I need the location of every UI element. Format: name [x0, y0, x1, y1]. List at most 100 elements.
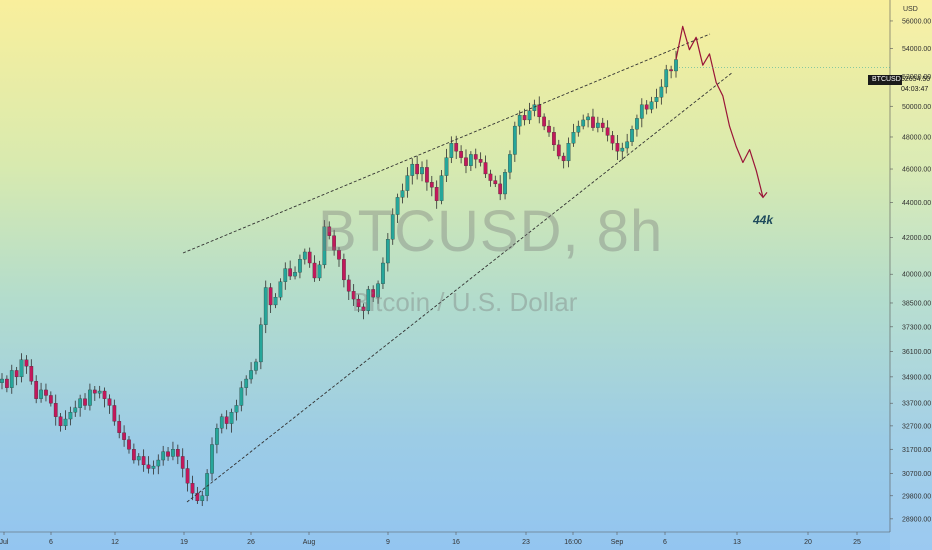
bar-countdown: 04:03:47 — [901, 86, 929, 93]
candle-bearish — [498, 183, 503, 195]
candle-bearish — [361, 306, 366, 311]
candle-bearish — [107, 398, 112, 406]
candle-bearish — [351, 291, 356, 300]
candle-bullish — [278, 281, 283, 298]
candle-bearish — [132, 449, 136, 461]
candle-bullish — [244, 378, 249, 388]
lower-trendline — [186, 71, 734, 503]
candle-bullish — [405, 175, 410, 191]
time-tick-label: 20 — [804, 539, 812, 546]
candle-bearish — [268, 287, 273, 306]
candle-bearish — [312, 262, 317, 279]
candle-bearish — [429, 182, 434, 188]
candle-bullish — [508, 154, 512, 173]
candle-bullish — [263, 287, 268, 325]
candle-bearish — [58, 416, 63, 427]
price-tick-label: 46000.00 — [902, 167, 931, 174]
candle-bullish — [9, 370, 14, 388]
candle-bearish — [44, 389, 48, 396]
upper-trendline — [182, 33, 711, 254]
time-tick-label: 13 — [733, 539, 741, 546]
candle-bearish — [522, 115, 527, 121]
candle-bearish — [190, 483, 195, 494]
candle-bullish — [0, 378, 4, 383]
price-tick-label: 36100.00 — [902, 349, 931, 356]
time-tick-label: 25 — [853, 539, 861, 546]
price-tick-label: 48000.00 — [902, 134, 931, 141]
target-annotation: 44k — [753, 213, 774, 227]
candle-bearish — [669, 69, 673, 72]
time-tick-label: 6 — [49, 539, 53, 546]
candle-bullish — [88, 389, 92, 406]
time-tick-label: 16 — [452, 539, 460, 546]
candle-bearish — [48, 395, 53, 404]
price-tick-label: 33700.00 — [902, 401, 931, 408]
candle-bullish — [503, 172, 507, 195]
candle-bullish — [381, 262, 385, 284]
candle-bullish — [258, 324, 263, 363]
symbol-price-badge — [868, 75, 902, 85]
candle-bullish — [595, 122, 600, 128]
candle-bullish — [410, 163, 415, 176]
candle-bearish — [180, 456, 185, 469]
candle-bullish — [635, 118, 639, 130]
candle-bullish — [161, 451, 166, 461]
candle-bearish — [337, 249, 341, 260]
price-tick-label: 29800.00 — [902, 493, 931, 500]
candle-bullish — [39, 389, 43, 399]
candle-bullish — [151, 465, 156, 469]
candle-bullish — [215, 428, 219, 445]
candle-bullish — [469, 154, 473, 166]
candle-bullish — [293, 272, 297, 277]
candle-bullish — [566, 143, 571, 162]
candle-bullish — [649, 101, 654, 110]
candle-bullish — [444, 157, 449, 176]
candle-bearish — [288, 268, 293, 277]
candle-bearish — [34, 381, 39, 399]
candle-bearish — [473, 154, 478, 160]
candle-bullish — [527, 110, 532, 121]
candle-bearish — [112, 405, 117, 422]
candle-bearish — [342, 259, 346, 281]
candle-bullish — [78, 398, 83, 408]
candle-bearish — [327, 226, 332, 236]
time-tick-label: 26 — [247, 539, 255, 546]
candle-bullish — [239, 387, 244, 406]
candle-bearish — [24, 359, 29, 367]
price-tick-label: 30700.00 — [902, 471, 931, 478]
time-tick-label: 6 — [663, 539, 667, 546]
candle-bearish — [122, 432, 126, 440]
projection-path — [675, 25, 764, 198]
candle-bearish — [29, 366, 34, 382]
candle-bearish — [92, 389, 97, 394]
candle-bearish — [141, 456, 146, 466]
candle-bearish — [547, 125, 551, 133]
candle-bearish — [166, 451, 170, 457]
candle-bullish — [400, 190, 405, 198]
candle-bearish — [483, 162, 488, 175]
candle-bullish — [664, 69, 669, 88]
candle-bullish — [68, 412, 73, 420]
candle-bullish — [63, 418, 68, 427]
time-tick-label: 9 — [386, 539, 390, 546]
price-tick-label: 31700.00 — [902, 447, 931, 454]
candle-bullish — [205, 473, 209, 496]
candle-bullish — [517, 115, 522, 127]
candle-bullish — [576, 125, 581, 133]
symbol-label: BTCUSD — [872, 76, 901, 83]
time-tick-label: 12 — [111, 539, 119, 546]
candle-bullish — [385, 239, 390, 264]
candle-bullish — [234, 405, 239, 413]
candle-bullish — [625, 141, 630, 149]
candle-bearish — [459, 151, 463, 158]
candle-bearish — [332, 235, 336, 251]
projection-arrowhead — [758, 191, 768, 199]
price-tick-label: 44000.00 — [902, 200, 931, 207]
candle-bullish — [283, 268, 288, 282]
candle-bullish — [390, 214, 395, 240]
candle-bullish — [136, 456, 141, 461]
candle-bearish — [488, 173, 493, 181]
candle-bullish — [439, 175, 444, 201]
